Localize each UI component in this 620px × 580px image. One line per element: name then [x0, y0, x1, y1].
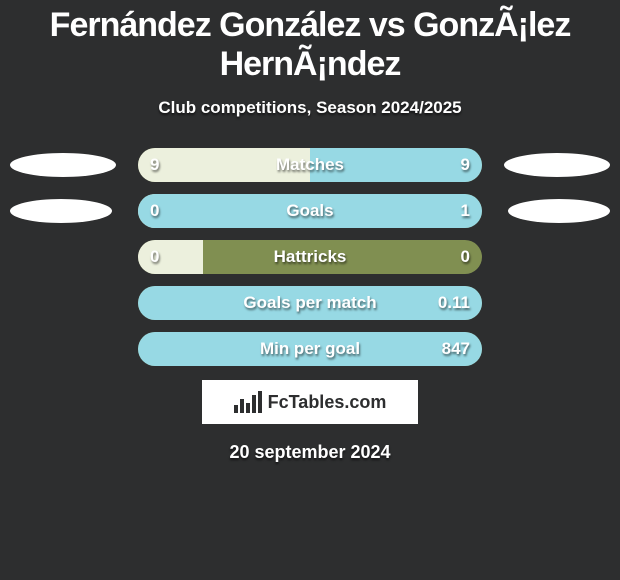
branding-badge: FcTables.com [202, 380, 418, 424]
stat-row: Min per goal847 [10, 332, 610, 366]
bar-fill-right [138, 332, 482, 366]
bar-track: Goals per match0.11 [138, 286, 482, 320]
bar-track: Goals01 [138, 194, 482, 228]
date-text: 20 september 2024 [0, 442, 620, 463]
stat-row: Goals01 [10, 194, 610, 228]
branding-text: FcTables.com [268, 392, 387, 413]
bar-fill-left [138, 148, 310, 182]
bar-chart-icon [234, 391, 262, 413]
page-title: Fernández González vs GonzÃ¡lez HernÃ¡nd… [0, 0, 620, 84]
bar-track: Hattricks00 [138, 240, 482, 274]
bar-fill-right [138, 286, 482, 320]
bar-fill-left [138, 240, 203, 274]
comparison-chart: Matches99 Goals01 Hattricks00 Goals per mat… [0, 148, 620, 366]
bar-track: Min per goal847 [138, 332, 482, 366]
bar-fill-right [310, 148, 482, 182]
stat-value-right: 0 [461, 240, 470, 274]
player-marker-left [10, 153, 116, 177]
stat-row: Hattricks00 [10, 240, 610, 274]
player-marker-right [508, 199, 610, 223]
bar-track: Matches99 [138, 148, 482, 182]
player-marker-right [504, 153, 610, 177]
stat-row: Matches99 [10, 148, 610, 182]
player-marker-left [10, 199, 112, 223]
subtitle: Club competitions, Season 2024/2025 [0, 98, 620, 118]
bar-fill-right [138, 194, 482, 228]
stat-row: Goals per match0.11 [10, 286, 610, 320]
